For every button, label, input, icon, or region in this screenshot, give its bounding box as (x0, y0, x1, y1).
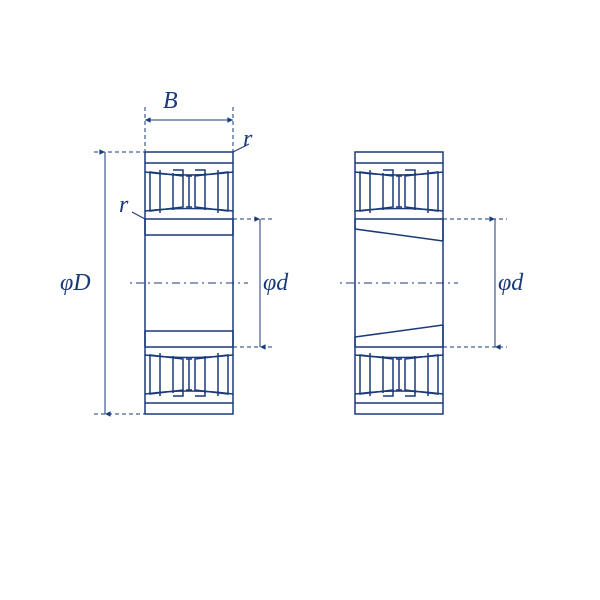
dim-B (145, 107, 233, 152)
leader-r-left (132, 212, 145, 219)
roller-top-left-r (360, 170, 393, 213)
roller-bottom-left (150, 353, 183, 396)
roller-bottom-right (195, 353, 228, 396)
label-d-right: φd (498, 270, 523, 297)
roller-top-left (150, 170, 183, 213)
roller-top-right (195, 170, 228, 213)
label-r-left: r (119, 192, 128, 219)
roller-bottom-right-r (405, 353, 438, 396)
bearing-diagram (0, 0, 600, 600)
label-B: B (163, 88, 178, 115)
label-r-top: r (243, 126, 252, 153)
roller-top-right-r (405, 170, 438, 213)
roller-bottom-left-r (360, 353, 393, 396)
label-D: φD (60, 270, 91, 297)
left-view (130, 152, 248, 414)
line-art (94, 107, 507, 414)
right-view (340, 152, 458, 414)
label-d-left: φd (263, 270, 288, 297)
